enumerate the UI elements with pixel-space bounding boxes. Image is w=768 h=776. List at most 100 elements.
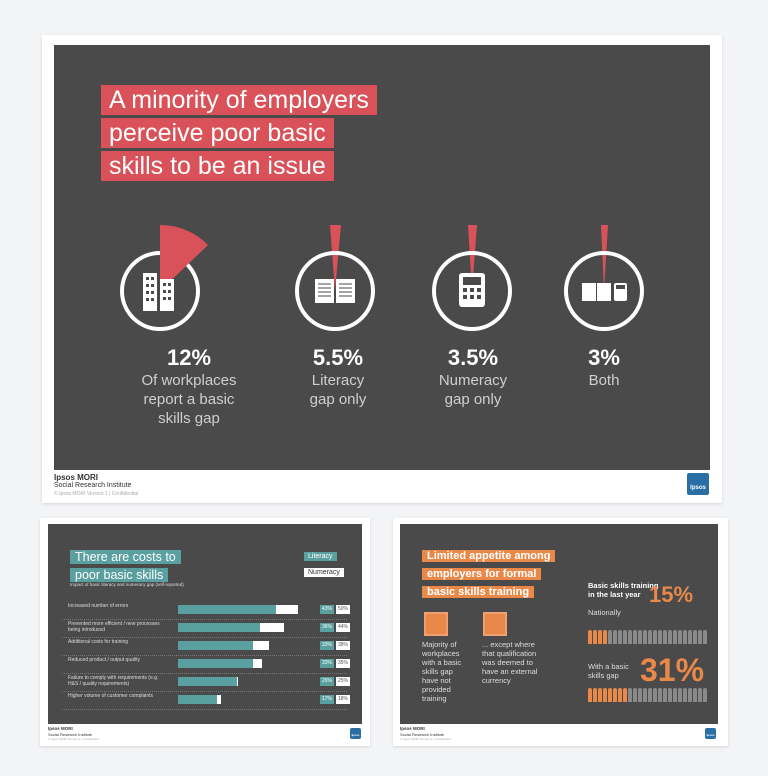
person-icon xyxy=(703,630,707,644)
main-slide-title: A minority of employers perceive poor ba… xyxy=(101,85,377,184)
costs-slide-panel: There are costs to poor basic skills Imp… xyxy=(48,524,362,724)
text-line: with a basic xyxy=(422,658,462,667)
buildings-icon xyxy=(120,224,208,331)
person-icon xyxy=(643,688,647,702)
literacy-bar xyxy=(178,659,253,668)
person-icon xyxy=(638,630,642,644)
title-line-2: poor basic skills xyxy=(70,568,169,582)
literacy-value: 36% xyxy=(320,623,334,632)
text-line: ... except where xyxy=(482,640,535,649)
costs-slide-title: There are costs to poor basic skills xyxy=(70,548,181,584)
text-line: With a basic xyxy=(588,662,629,671)
bar-label: Failure to comply with requirements (e.g… xyxy=(68,675,159,687)
heading-line: Basic skills training xyxy=(588,581,659,590)
person-icon xyxy=(618,688,622,702)
literacy-value: 17% xyxy=(320,695,334,704)
person-icon xyxy=(653,688,657,702)
ipsos-logo: Ipsos xyxy=(350,728,361,739)
main-slide: A minority of employers perceive poor ba… xyxy=(42,35,722,503)
person-icon xyxy=(643,630,647,644)
stat-workplaces: 12% Of workplaces report a basic skills … xyxy=(126,345,252,428)
national-value: 15% xyxy=(649,582,694,607)
people-row-gap xyxy=(588,688,707,702)
book-icon xyxy=(295,225,375,331)
training-slide-panel: Limited appetite among employers for for… xyxy=(400,524,718,724)
main-slide-panel: A minority of employers perceive poor ba… xyxy=(54,45,710,470)
person-icon xyxy=(663,688,667,702)
footer-sub: Social Research Institute xyxy=(54,482,132,489)
text-line: was deemed to xyxy=(482,658,533,667)
stat-value: 12% xyxy=(166,345,212,370)
badge-icon xyxy=(483,612,507,636)
numeracy-value: 18% xyxy=(336,695,350,704)
footer-sub: Social Research Institute xyxy=(400,732,445,737)
literacy-value: 33% xyxy=(320,641,334,650)
literacy-value: 26% xyxy=(320,677,334,686)
title-line-3: skills to be an issue xyxy=(101,151,334,181)
literacy-value: 43% xyxy=(320,605,334,614)
person-icon xyxy=(598,630,602,644)
numeracy-value: 38% xyxy=(336,641,350,650)
people-row-national xyxy=(588,630,707,644)
stat-value: 3% xyxy=(588,345,620,370)
person-icon xyxy=(683,688,687,702)
stat-caption: gap only xyxy=(444,391,502,408)
title-line-1: Limited appetite among xyxy=(422,550,556,562)
person-icon xyxy=(628,688,632,702)
bar-label: Higher volume of customer complaints xyxy=(68,693,154,699)
table-row: Increased number of errors 43% 50% xyxy=(62,602,350,620)
literacy-bar xyxy=(178,641,253,650)
person-icon xyxy=(593,630,597,644)
text-line: Majority of xyxy=(422,640,457,649)
person-icon xyxy=(613,630,617,644)
person-icon xyxy=(703,688,707,702)
calculator-icon xyxy=(432,225,512,331)
person-icon xyxy=(663,630,667,644)
table-row: Failure to comply with requirements (e.g… xyxy=(62,674,350,692)
literacy-bar xyxy=(178,623,260,632)
person-icon xyxy=(608,630,612,644)
footer-small: © Ipsos MORI Version 1 | Confidential xyxy=(400,737,451,741)
person-icon xyxy=(623,630,627,644)
numeracy-value: 44% xyxy=(336,623,350,632)
footer-small: © Ipsos MORI Version 1 | Confidential xyxy=(48,737,99,741)
legend-literacy: Literacy xyxy=(304,552,337,561)
person-icon xyxy=(648,630,652,644)
person-icon xyxy=(588,688,592,702)
training-slide: Limited appetite among employers for for… xyxy=(393,518,728,746)
person-icon xyxy=(698,688,702,702)
person-icon xyxy=(678,630,682,644)
literacy-bar xyxy=(178,677,237,686)
person-icon xyxy=(693,688,697,702)
title-line-2: perceive poor basic xyxy=(101,118,334,148)
stat-heading: Basic skills training in the last year xyxy=(588,581,658,599)
person-icon xyxy=(638,688,642,702)
person-icon xyxy=(603,688,607,702)
stat-numeracy: 3.5% Numeracy gap only xyxy=(423,345,523,409)
costs-slide: There are costs to poor basic skills Imp… xyxy=(40,518,370,746)
person-icon xyxy=(673,630,677,644)
stat-both: 3% Both xyxy=(554,345,654,390)
person-icon xyxy=(588,630,592,644)
text-line: have not xyxy=(422,676,451,685)
person-icon xyxy=(693,630,697,644)
clipboard-icon xyxy=(424,612,448,636)
footer-brand: Ipsos MORI xyxy=(48,726,73,731)
person-icon xyxy=(673,688,677,702)
stat-caption: skills gap xyxy=(158,410,220,427)
person-icon xyxy=(688,630,692,644)
person-icon xyxy=(598,688,602,702)
heading-line: in the last year xyxy=(588,590,641,599)
bar-label: Reduced product / output quality xyxy=(68,657,140,663)
left-text: Majority of workplaces with a basic skil… xyxy=(422,640,482,703)
person-icon xyxy=(633,630,637,644)
person-icon xyxy=(683,630,687,644)
chart-subtitle: Impact of basic literacy and numeracy ga… xyxy=(70,582,184,587)
national-label: Nationally xyxy=(588,608,621,617)
title-line-3: basic skills training xyxy=(422,586,535,598)
footer-brand: Ipsos MORI xyxy=(400,726,425,731)
training-slide-title: Limited appetite among employers for for… xyxy=(422,546,556,600)
person-icon xyxy=(623,688,627,702)
gap-label: With a basic skills gap xyxy=(588,662,629,680)
ipsos-logo: Ipsos xyxy=(705,728,716,739)
